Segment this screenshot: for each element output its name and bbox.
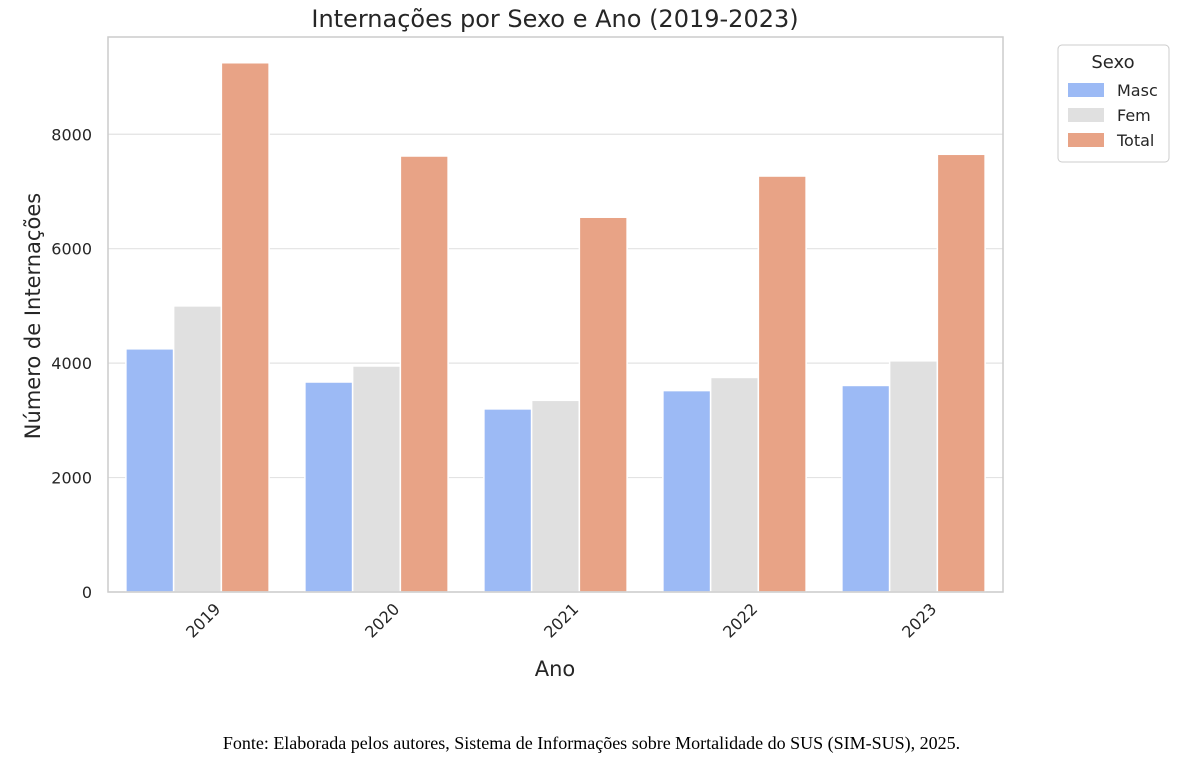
bar-masc-2021 [483, 408, 533, 593]
bar-total-2021 [578, 216, 628, 593]
bar-masc-2022 [662, 389, 712, 593]
legend-swatch-fem [1068, 108, 1104, 122]
x-tick-label: 2020 [361, 599, 403, 641]
y-tick-label: 0 [82, 583, 92, 602]
chart-title: Internações por Sexo e Ano (2019-2023) [311, 5, 798, 33]
y-tick-label: 8000 [51, 125, 92, 144]
y-tick-label: 2000 [51, 469, 92, 488]
bar-total-2023 [936, 153, 986, 593]
bar-fem-2023 [888, 360, 939, 593]
x-tick-label: 2019 [182, 599, 224, 641]
legend-swatch-masc [1068, 83, 1104, 97]
x-tick-label: 2023 [898, 599, 940, 641]
legend: Sexo Masc Fem Total [1057, 44, 1170, 163]
bar-masc-2019 [125, 348, 175, 593]
legend-items: Masc Fem Total [1068, 81, 1158, 150]
legend-title: Sexo [1091, 52, 1134, 73]
bars [125, 61, 986, 593]
bar-total-2022 [757, 175, 807, 593]
legend-label-total: Total [1116, 131, 1154, 150]
y-axis-label: Número de Internações [21, 193, 45, 439]
chart-figure: Internações por Sexo e Ano (2019-2023) 0… [21, 5, 1170, 681]
y-tick-label: 6000 [51, 240, 92, 259]
bar-total-2019 [220, 61, 270, 593]
bar-masc-2023 [841, 384, 891, 593]
bar-fem-2021 [530, 399, 581, 593]
x-tick-labels: 2019 2020 2021 2022 2023 [182, 599, 940, 641]
x-axis-label: Ano [535, 657, 576, 681]
legend-label-masc: Masc [1117, 81, 1158, 100]
bar-masc-2020 [304, 381, 354, 593]
legend-label-fem: Fem [1117, 106, 1151, 125]
bar-fem-2022 [709, 376, 760, 593]
plot-area: 0 2000 4000 6000 8000 2019 2020 2021 2022 2023 [51, 36, 1004, 642]
figure-caption: Fonte: Elaborada pelos autores, Sistema … [222, 733, 961, 753]
y-tick-label: 4000 [51, 354, 92, 373]
bar-fem-2019 [172, 305, 223, 593]
bar-total-2020 [399, 155, 449, 593]
x-tick-label: 2022 [719, 599, 761, 641]
bar-fem-2020 [351, 365, 402, 593]
y-tick-labels: 0 2000 4000 6000 8000 [51, 125, 92, 602]
plot-frame [107, 36, 1004, 593]
legend-box [1057, 44, 1170, 163]
x-tick-label: 2021 [540, 599, 582, 641]
legend-swatch-total [1068, 133, 1104, 147]
